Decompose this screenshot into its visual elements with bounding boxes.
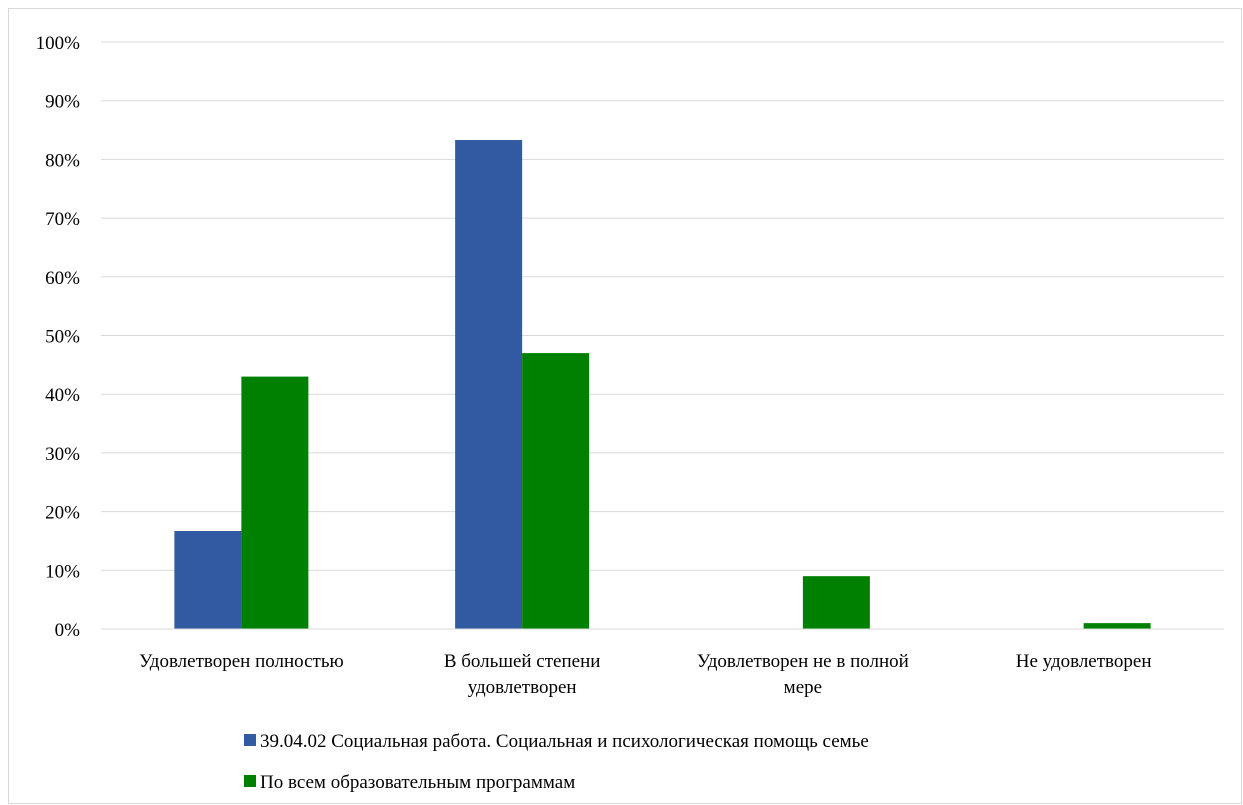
bar [455,140,523,630]
legend-label: По всем образовательным программам [260,772,575,793]
y-tick-label: 90% [45,92,80,113]
y-tick-label: 10% [45,561,80,582]
bar [1083,623,1151,629]
y-tick-label: 50% [45,327,80,348]
bar [241,376,309,629]
legend-swatch [244,775,256,787]
bar [522,353,590,629]
y-tick-label: 30% [45,444,80,465]
bar [174,530,242,629]
bar [802,576,870,629]
x-category-label: мере [784,677,822,698]
y-tick-label: 0% [55,620,81,641]
legend-swatch [244,734,256,746]
y-tick-label: 70% [45,209,80,230]
y-tick-label: 100% [36,33,81,54]
chart-frame [8,8,1242,804]
x-category-label: Удовлетворен полностью [139,651,344,672]
x-category-label: В большей степени [444,651,601,672]
x-category-label: удовлетворен [468,677,577,698]
y-tick-label: 40% [45,385,80,406]
x-category-label: Не удовлетворен [1016,651,1152,672]
y-tick-label: 60% [45,268,80,289]
legend-label: 39.04.02 Социальная работа. Социальная и… [260,731,869,752]
x-category-label: Удовлетворен не в полной [697,651,909,672]
y-tick-label: 20% [45,503,80,524]
y-tick-label: 80% [45,150,80,171]
